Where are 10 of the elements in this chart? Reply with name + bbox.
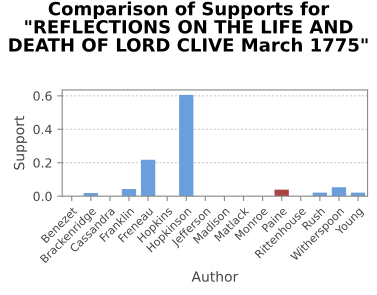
bar [179,94,194,196]
y-axis-title: Support [14,116,28,170]
y-tick-label: 0.0 [33,192,52,202]
y-tick-label: 0.6 [33,91,52,101]
x-axis-title: Author [192,271,238,282]
y-tick-label: 0.2 [33,158,52,168]
bar [140,160,156,196]
y-tick-label: 0.4 [33,124,52,134]
chart-title: Comparison of Supports for "REFLECTIONS ON THE LIFE AND DEATH OF LORD CLIVE March 1775" [9,1,368,52]
bar [274,190,289,196]
